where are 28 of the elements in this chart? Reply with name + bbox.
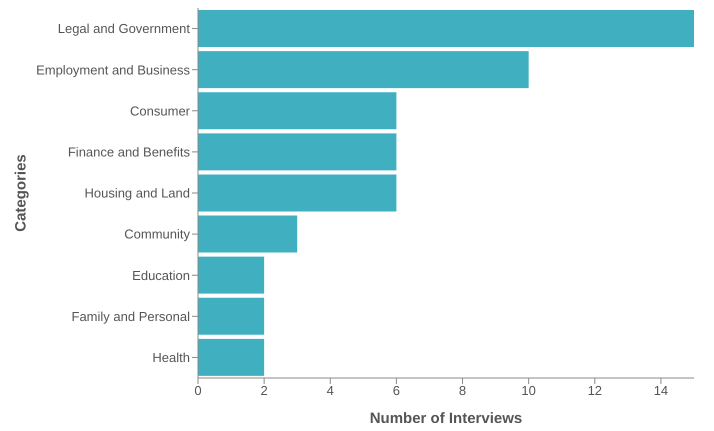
x-tick-label: 0 — [194, 383, 202, 398]
bar — [198, 51, 529, 88]
y-tick-label: Consumer — [130, 103, 191, 118]
x-tick-label: 4 — [326, 383, 334, 398]
x-tick-label: 2 — [260, 383, 268, 398]
x-tick-label: 12 — [588, 383, 602, 398]
x-tick-label: 8 — [458, 383, 466, 398]
y-tick-label: Legal and Government — [58, 21, 190, 36]
y-tick-label: Employment and Business — [36, 62, 190, 78]
bar — [198, 256, 264, 294]
bar — [198, 338, 264, 376]
x-tick-label: 6 — [392, 383, 400, 398]
y-tick-label: Health — [152, 350, 190, 366]
bar — [198, 298, 264, 335]
x-axis-title: Number of Interviews — [370, 410, 522, 427]
bar — [198, 92, 396, 130]
bar — [198, 133, 396, 170]
x-tick-label: 10 — [521, 383, 536, 398]
y-tick-label: Housing and Land — [84, 186, 190, 201]
y-tick-label: Family and Personal — [72, 308, 190, 324]
bar — [198, 10, 694, 47]
y-tick-label: Education — [132, 268, 190, 283]
y-tick-label: Community — [124, 226, 190, 242]
y-tick-label: Finance and Benefits — [68, 144, 190, 160]
x-tick-label: 14 — [654, 383, 668, 398]
bar — [198, 216, 298, 253]
y-axis-title: Categories — [12, 154, 30, 232]
bar — [198, 174, 396, 212]
